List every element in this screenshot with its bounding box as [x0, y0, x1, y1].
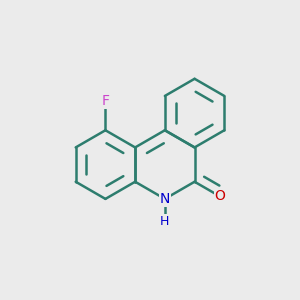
Text: F: F: [101, 94, 110, 108]
Text: N: N: [160, 192, 170, 206]
Text: O: O: [214, 189, 225, 203]
Text: H: H: [160, 215, 170, 228]
